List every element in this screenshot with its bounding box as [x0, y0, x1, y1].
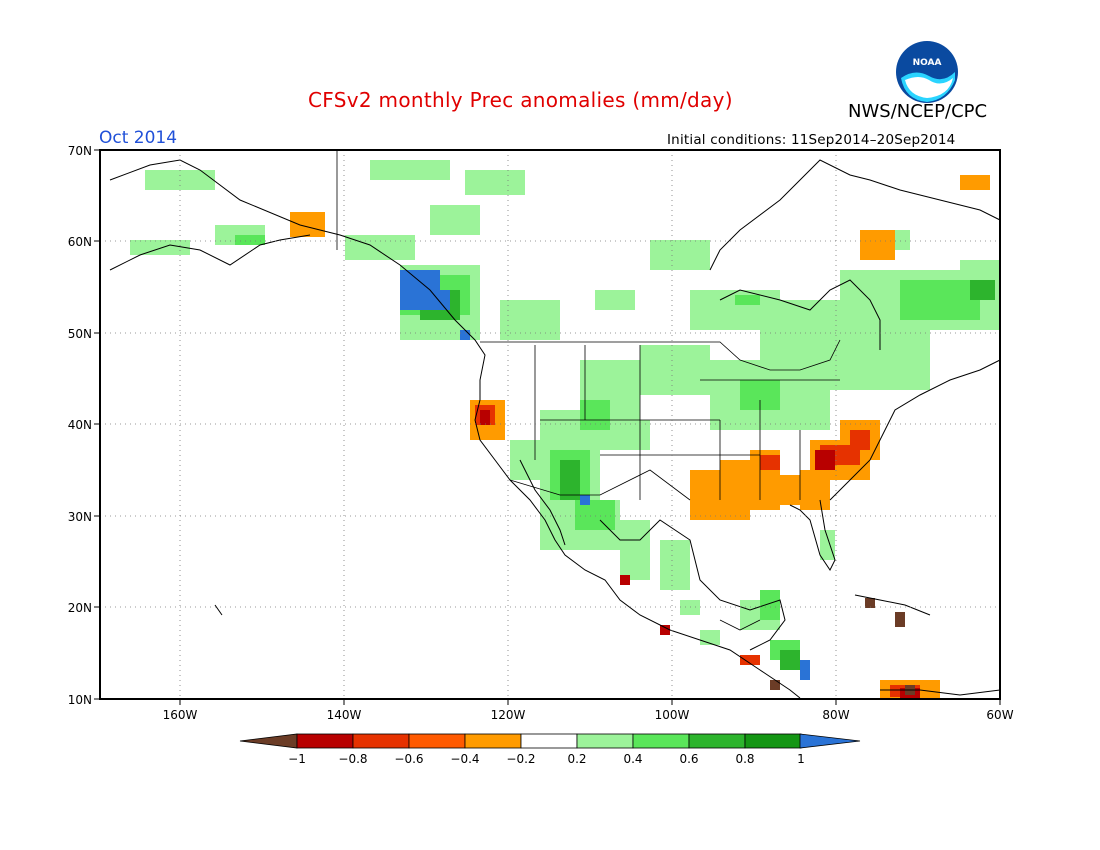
legend-cell	[576, 733, 634, 749]
legend-cell	[296, 733, 354, 749]
lon-label: 140W	[327, 708, 362, 722]
map-title: CFSv2 monthly Prec anomalies (mm/day)	[308, 88, 733, 112]
map-frame	[99, 149, 1001, 700]
legend-tick-label: −0.8	[338, 752, 367, 766]
lat-label: 30N	[68, 510, 92, 524]
agency-label: NWS/NCEP/CPC	[848, 101, 988, 122]
wet-weak-areas	[130, 160, 1000, 645]
legend-tick-labels: −1 −0.8 −0.6 −0.4 −0.2 0.2 0.4 0.6 0.8 1	[288, 752, 805, 766]
noaa-logo: NOAA	[896, 41, 958, 103]
color-legend	[239, 733, 861, 749]
legend-tick-label: 1	[797, 752, 805, 766]
lat-label: 70N	[68, 144, 92, 158]
lat-label: 40N	[68, 418, 92, 432]
lat-label: 50N	[68, 327, 92, 341]
lon-label: 160W	[163, 708, 198, 722]
legend-cell	[632, 733, 690, 749]
forecast-month: Oct 2014	[99, 128, 178, 148]
legend-cell	[352, 733, 410, 749]
wet-moderate-areas	[235, 235, 980, 660]
dry-strong-areas	[480, 410, 920, 698]
lat-label: 60N	[68, 235, 92, 249]
dry-moderate-areas	[475, 405, 920, 697]
legend-arrow-left	[239, 733, 298, 749]
lat-label: 20N	[68, 601, 92, 615]
lat-label: 10N	[68, 693, 92, 707]
coastlines	[109, 159, 1001, 699]
legend-tick-label: −0.2	[506, 752, 535, 766]
wet-strong-areas	[420, 280, 995, 670]
legend-tick-label: −0.6	[394, 752, 423, 766]
legend-cell	[744, 733, 802, 749]
legend-tick-label: −0.4	[450, 752, 479, 766]
lon-label: 120W	[491, 708, 526, 722]
dry-weak-areas	[290, 175, 990, 700]
legend-tick-label: −1	[288, 752, 306, 766]
legend-tick-label: 0.8	[735, 752, 754, 766]
legend-tick-label: 0.4	[623, 752, 642, 766]
legend-cell	[520, 733, 578, 749]
dry-extreme-areas	[770, 598, 915, 695]
legend-arrow-right	[799, 733, 861, 749]
initial-conditions: Initial conditions: 11Sep2014–20Sep2014	[667, 132, 956, 148]
legend-cell	[688, 733, 746, 749]
lon-ticks	[179, 699, 1001, 705]
legend-cells	[296, 733, 802, 749]
legend-tick-label: 0.6	[679, 752, 698, 766]
map-gridlines	[100, 150, 1000, 699]
lat-labels: 70N 60N 50N 40N 30N 20N 10N	[68, 144, 92, 707]
anomaly-fills	[130, 160, 1000, 700]
legend-cell	[464, 733, 522, 749]
noaa-logo-text: NOAA	[913, 58, 942, 68]
legend-tick-label: 0.2	[567, 752, 586, 766]
lon-label: 80W	[822, 708, 849, 722]
lon-labels: 160W 140W 120W 100W 80W 60W	[163, 708, 1014, 722]
borders	[336, 150, 841, 631]
lat-ticks	[94, 149, 100, 700]
legend-cell	[408, 733, 466, 749]
wet-extreme-areas	[400, 270, 810, 680]
lon-label: 60W	[986, 708, 1013, 722]
lon-label: 100W	[655, 708, 690, 722]
